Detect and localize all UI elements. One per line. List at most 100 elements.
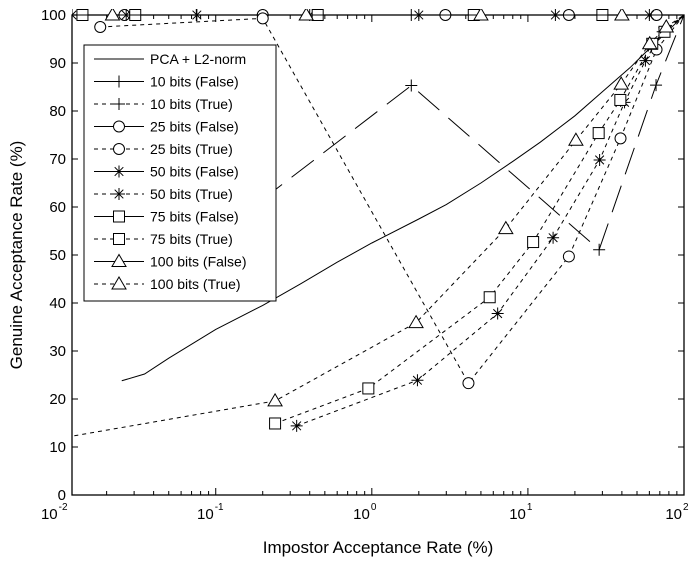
legend-marker — [111, 276, 127, 290]
series-100-bits-true — [36, 14, 685, 446]
data-point — [593, 153, 606, 166]
series-line — [72, 14, 685, 437]
data-point — [641, 35, 658, 50]
legend-label: 75 bits (True) — [150, 231, 233, 247]
y-tick-label: 40 — [49, 295, 66, 312]
legend-label: PCA + L2-norm — [150, 51, 246, 67]
data-point — [94, 21, 107, 33]
legend-label: 10 bits (False) — [150, 74, 239, 90]
data-point — [7, 9, 19, 21]
legend-marker — [113, 98, 125, 110]
data-point — [592, 127, 605, 140]
data-point — [256, 12, 269, 25]
legend-entry: 100 bits (False) — [94, 254, 246, 270]
legend-label: 75 bits (False) — [150, 209, 239, 225]
data-point — [483, 291, 496, 304]
legend-marker — [113, 188, 125, 200]
legend-entry: 25 bits (False) — [94, 119, 239, 135]
legend-entry: 10 bits (False) — [94, 74, 239, 90]
data-point — [613, 76, 630, 90]
y-tick-label: 30 — [49, 343, 66, 360]
legend-entry: 10 bits (True) — [94, 96, 233, 112]
data-point — [614, 9, 630, 21]
series-line — [274, 14, 685, 424]
y-tick-label: 60 — [49, 199, 66, 216]
legend-label: 25 bits (False) — [150, 119, 239, 135]
data-point — [497, 220, 514, 235]
x-tick-label: 10 0 — [353, 502, 377, 523]
y-tick-label: 70 — [49, 151, 66, 168]
data-point — [411, 374, 424, 387]
data-point — [491, 307, 504, 320]
data-point — [267, 392, 283, 407]
data-point — [614, 132, 627, 145]
x-tick-label: 10 -1 — [197, 502, 224, 523]
y-tick-label: 80 — [49, 103, 66, 120]
x-tick-base: 10 — [41, 506, 58, 523]
data-point — [650, 79, 663, 92]
data-point — [568, 132, 584, 146]
legend-label: 10 bits (True) — [150, 96, 233, 112]
legend-label: 100 bits (False) — [150, 254, 246, 270]
data-point — [408, 314, 424, 329]
x-axis-label: Impostor Acceptance Rate (%) — [263, 538, 494, 557]
y-tick-label: 20 — [49, 391, 66, 408]
data-point — [7, 10, 18, 21]
x-tick-exponent: 1 — [527, 502, 533, 513]
data-point — [527, 236, 540, 249]
data-point — [614, 93, 627, 106]
legend-entry: 25 bits (True) — [94, 141, 233, 157]
series-100-bits-false — [6, 8, 684, 21]
y-tick-label: 0 — [58, 487, 66, 504]
y-tick-label: 90 — [49, 55, 66, 72]
x-tick-exponent: -2 — [59, 502, 68, 513]
data-point — [639, 54, 652, 67]
x-tick-label: 10 1 — [509, 502, 533, 523]
y-tick-label: 100 — [41, 7, 66, 24]
legend-entry: 100 bits (True) — [94, 276, 241, 292]
legend-entry: 50 bits (True) — [94, 186, 233, 202]
x-tick-exponent: 2 — [683, 502, 689, 513]
series-pca-l2-norm — [121, 14, 685, 382]
x-tick-base: 10 — [197, 506, 214, 523]
data-point — [290, 419, 303, 432]
data-point — [269, 417, 282, 430]
data-point — [405, 79, 418, 92]
data-point — [362, 382, 375, 395]
legend-entry: PCA + L2-norm — [94, 51, 246, 67]
legend-entry: 75 bits (False) — [94, 209, 239, 225]
x-tick-exponent: -1 — [215, 502, 224, 513]
y-tick-label: 10 — [49, 439, 66, 456]
x-tick-base: 10 — [665, 506, 682, 523]
legend-label: 50 bits (True) — [150, 186, 233, 202]
legend-label: 25 bits (True) — [150, 141, 233, 157]
data-point — [462, 377, 475, 390]
legend-marker — [113, 210, 125, 223]
data-point — [658, 19, 675, 33]
data-point — [547, 231, 560, 244]
series-line — [121, 14, 685, 382]
x-tick-label: 10 2 — [665, 502, 689, 523]
y-tick-label: 50 — [49, 247, 66, 264]
series-50-bits-true — [290, 14, 685, 432]
x-tick-label: 10 -2 — [41, 502, 68, 523]
legend-label: 50 bits (False) — [150, 164, 239, 180]
legend-marker — [113, 120, 125, 133]
data-point — [593, 243, 606, 256]
legend-entry: 75 bits (True) — [94, 231, 233, 247]
legend-box — [83, 44, 277, 302]
x-tick-exponent: 0 — [371, 502, 377, 513]
legend-label: 100 bits (True) — [150, 276, 241, 292]
data-point — [36, 434, 50, 446]
legend-marker — [113, 165, 125, 178]
data-point — [6, 8, 20, 20]
legend-marker — [113, 75, 125, 88]
data-point — [104, 9, 121, 21]
legend-entry: 50 bits (False) — [94, 164, 239, 180]
legend-marker — [113, 233, 125, 245]
data-point — [473, 9, 489, 21]
data-point — [298, 9, 315, 21]
series-75-bits-true — [269, 14, 685, 430]
